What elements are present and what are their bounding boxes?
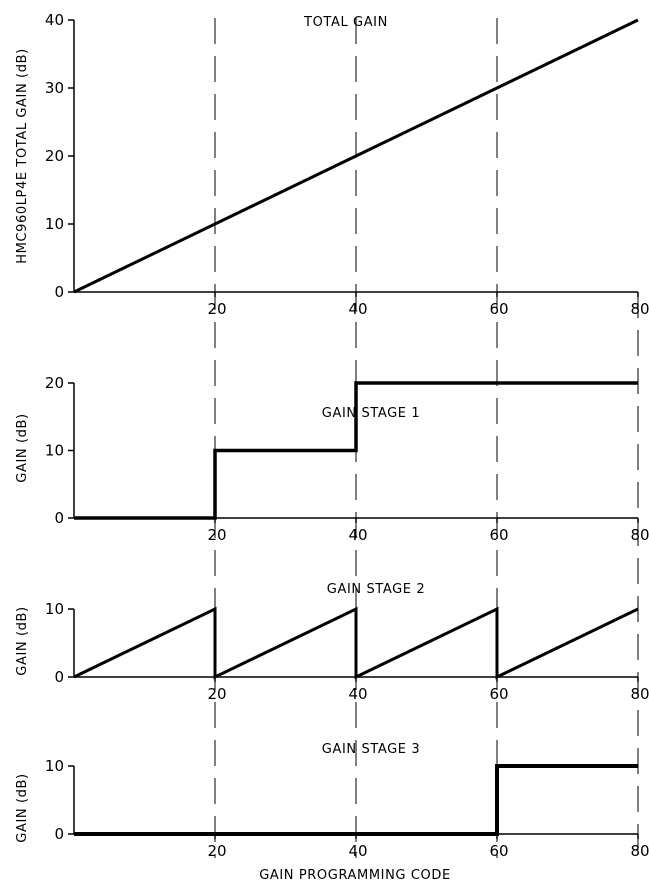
y-tick-label: 20	[45, 374, 64, 392]
x-tick-label: 80	[630, 300, 649, 318]
panel-title: GAIN STAGE 3	[322, 742, 420, 757]
x-tick-label: 60	[489, 685, 508, 703]
y-tick-label: 0	[54, 283, 64, 301]
x-tick-label: 60	[489, 842, 508, 860]
panel-4: 0 10 20 40 60 80 GAIN STAGE 3 GAIN (dB)	[15, 742, 649, 860]
y-tick-label: 30	[45, 79, 64, 97]
x-tick-label: 20	[207, 300, 226, 318]
y-tick-label: 10	[45, 757, 64, 775]
y-tick-label: 0	[54, 509, 64, 527]
y-tick-label: 40	[45, 11, 64, 29]
x-tick-label: 20	[207, 685, 226, 703]
y-axis-label: GAIN (dB)	[15, 773, 30, 842]
y-axis-label: GAIN (dB)	[15, 606, 30, 675]
x-axis-label: GAIN PROGRAMMING CODE	[259, 868, 451, 881]
x-tick-label: 80	[630, 526, 649, 544]
y-tick-label: 10	[45, 600, 64, 618]
x-tick-label: 40	[348, 685, 367, 703]
x-tick-label: 40	[348, 842, 367, 860]
x-tick-label: 80	[630, 685, 649, 703]
panel-title: TOTAL GAIN	[303, 15, 388, 30]
y-tick-label: 0	[54, 825, 64, 843]
x-tick-label: 20	[207, 842, 226, 860]
panel-title: GAIN STAGE 2	[327, 582, 425, 597]
x-tick-label: 60	[489, 526, 508, 544]
x-tick-label: 40	[348, 526, 367, 544]
panel-2: 0 10 20 20 40 60 80 GAIN STAGE 1 GAIN (dB)	[15, 374, 649, 544]
panel-1: 0 10 20 30 40 20 40 60 80 TOTAL GAIN HMC960LP4E TO…	[15, 11, 649, 318]
x-tick-label: 80	[630, 842, 649, 860]
y-tick-label: 20	[45, 147, 64, 165]
x-tick-label: 40	[348, 300, 367, 318]
y-axis-label: HMC960LP4E TOTAL GAIN (dB)	[15, 48, 30, 264]
y-axis-label: GAIN (dB)	[15, 413, 30, 482]
panel-title: GAIN STAGE 1	[322, 406, 420, 421]
y-tick-label: 10	[45, 442, 64, 460]
y-tick-label: 0	[54, 668, 64, 686]
panel-3: 0 10 20 40 60 80 GAIN STAGE 2 GAIN (dB)	[15, 582, 649, 703]
x-tick-label: 60	[489, 300, 508, 318]
series-line	[74, 381, 638, 520]
y-tick-label: 10	[45, 215, 64, 233]
x-tick-label: 20	[207, 526, 226, 544]
